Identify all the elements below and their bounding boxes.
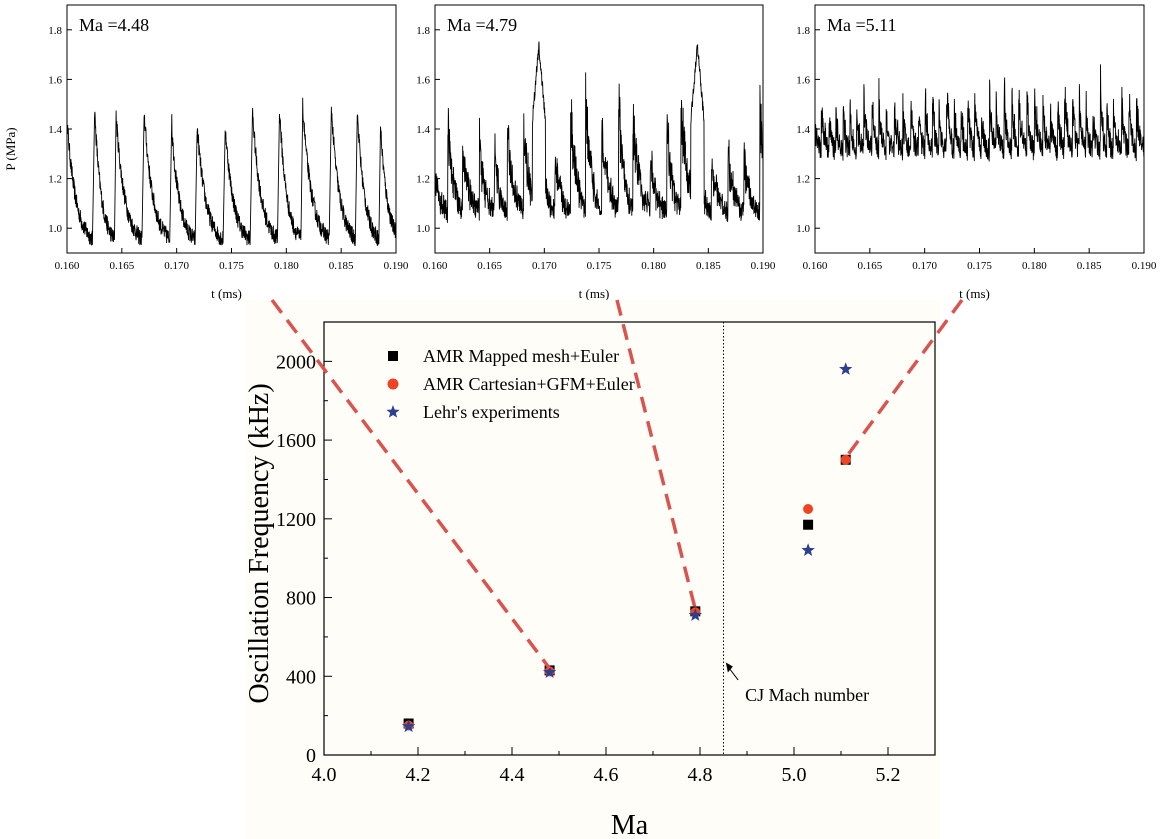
y-tick-label: 1.0: [796, 223, 810, 235]
y-tick-label: 800: [286, 588, 316, 610]
y-tick-label: 400: [286, 666, 316, 688]
trace-line: [66, 97, 397, 247]
x-tick-label: 0.180: [641, 260, 666, 272]
x-tick-label: 0.165: [857, 260, 882, 272]
y-tick-label: 1.4: [416, 124, 430, 136]
y-tick-label: 1.0: [416, 223, 430, 235]
y-tick-label: 1.4: [796, 124, 810, 136]
x-axis-title: t (ms): [211, 286, 242, 301]
main-chart-background: [245, 300, 940, 839]
x-tick-label: 5.0: [782, 764, 807, 786]
x-tick-label: 4.2: [406, 764, 431, 786]
data-point-circle: [803, 503, 814, 514]
mach-label: Ma =4.79: [447, 15, 517, 35]
x-tick-label: 0.160: [423, 260, 448, 272]
legend-label: Lehr's experiments: [423, 402, 560, 422]
x-tick-label: 0.165: [109, 260, 134, 272]
x-tick-label: 4.4: [500, 764, 525, 786]
x-tick-label: 0.180: [274, 260, 299, 272]
connector-line-1: [270, 298, 551, 670]
legend: AMR Mapped mesh+Euler AMR Cartesian+GFM+E…: [386, 346, 635, 422]
y-tick-label: 1.2: [48, 174, 62, 186]
annotation-text: CJ Mach number: [745, 685, 869, 705]
x-tick-label: 0.170: [164, 260, 189, 272]
x-tick-label: 4.6: [594, 764, 619, 786]
data-point-square: [803, 519, 814, 530]
x-axis-title: t (ms): [959, 286, 990, 301]
connector-line-3: [844, 298, 964, 459]
legend-marker-square: [388, 351, 398, 361]
data-point-star: [542, 665, 557, 678]
y-tick-label: 1600: [276, 430, 316, 452]
y-tick-label: 1200: [276, 509, 316, 531]
y-axis-title: Oscillation Frequency (kHz): [244, 383, 275, 703]
x-tick-label: 0.185: [696, 260, 721, 272]
data-point-star: [839, 362, 853, 375]
x-tick-label: 0.185: [1077, 260, 1102, 272]
trace-frame: [66, 4, 397, 254]
y-tick-label: 1.4: [48, 124, 62, 136]
x-axis-title: t (ms): [579, 286, 610, 301]
y-tick-label: 2000: [276, 351, 316, 373]
annotation-arrow-head: [725, 662, 733, 673]
legend-marker-star: [386, 405, 400, 418]
x-tick-label: 4.0: [312, 764, 337, 786]
x-tick-label: 0.175: [219, 260, 244, 272]
trace-line: [434, 41, 764, 223]
trace-panel-3: 0.160 0.165 0.170 0.175 0.180 0.185 0.190 1.0 1.…: [796, 4, 1157, 301]
x-tick-label: 0.175: [967, 260, 992, 272]
x-tick-label: 0.175: [587, 260, 612, 272]
x-tick-label: 0.190: [384, 260, 409, 272]
connector-line-2: [615, 299, 697, 610]
y-tick-label: 1.2: [796, 174, 810, 186]
trace-panel-2: 0.160 0.165 0.170 0.175 0.180 0.185 0.190 1.0 1.…: [416, 4, 776, 301]
legend-label: AMR Cartesian+GFM+Euler: [423, 374, 635, 394]
x-tick-label: 5.2: [876, 764, 901, 786]
main-chart: 4.0 4.2 4.4 4.6 4.8 5.0 5.2 0 400 800 1200 1600 2000…: [244, 321, 936, 839]
data-point-star: [401, 719, 416, 733]
data-point-star: [688, 608, 702, 621]
x-tick-label: 0.170: [532, 260, 557, 272]
mach-label: Ma =4.48: [79, 15, 149, 35]
y-tick-label: 0: [306, 745, 316, 767]
x-tick-label: 0.160: [803, 260, 828, 272]
y-tick-label: 1.8: [48, 25, 62, 37]
x-tick-label: 0.170: [912, 260, 937, 272]
trace-frame: [434, 4, 764, 254]
data-point-star: [801, 543, 815, 556]
y-tick-label: 1.8: [416, 25, 430, 37]
mach-label: Ma =5.11: [827, 15, 896, 35]
series-3: [401, 362, 853, 733]
legend-marker-circle: [387, 378, 399, 390]
x-tick-label: 0.160: [55, 260, 80, 272]
x-tick-label: 0.185: [329, 260, 354, 272]
y-tick-label: 1.0: [48, 223, 62, 235]
y-tick-label: 1.6: [416, 74, 430, 86]
y-tick-label: 1.6: [796, 74, 810, 86]
y-tick-label: 1.6: [48, 74, 62, 86]
main-frame: [323, 321, 936, 756]
data-point-circle: [840, 454, 851, 465]
trace-panel-1: 0.160 0.165 0.170 0.175 0.180 0.185 0.190 1.0 1.…: [3, 4, 409, 301]
y-tick-label: 1.8: [796, 25, 810, 37]
x-axis-title: Ma: [611, 810, 649, 839]
x-tick-label: 0.165: [477, 260, 502, 272]
y-axis-title: P (MPa): [3, 127, 18, 170]
x-tick-label: 0.190: [751, 260, 776, 272]
y-tick-label: 1.2: [416, 174, 430, 186]
x-tick-label: 0.190: [1132, 260, 1157, 272]
trace-line: [814, 64, 1145, 162]
legend-label: AMR Mapped mesh+Euler: [423, 346, 619, 366]
x-tick-label: 4.8: [688, 764, 713, 786]
x-tick-label: 0.180: [1022, 260, 1047, 272]
